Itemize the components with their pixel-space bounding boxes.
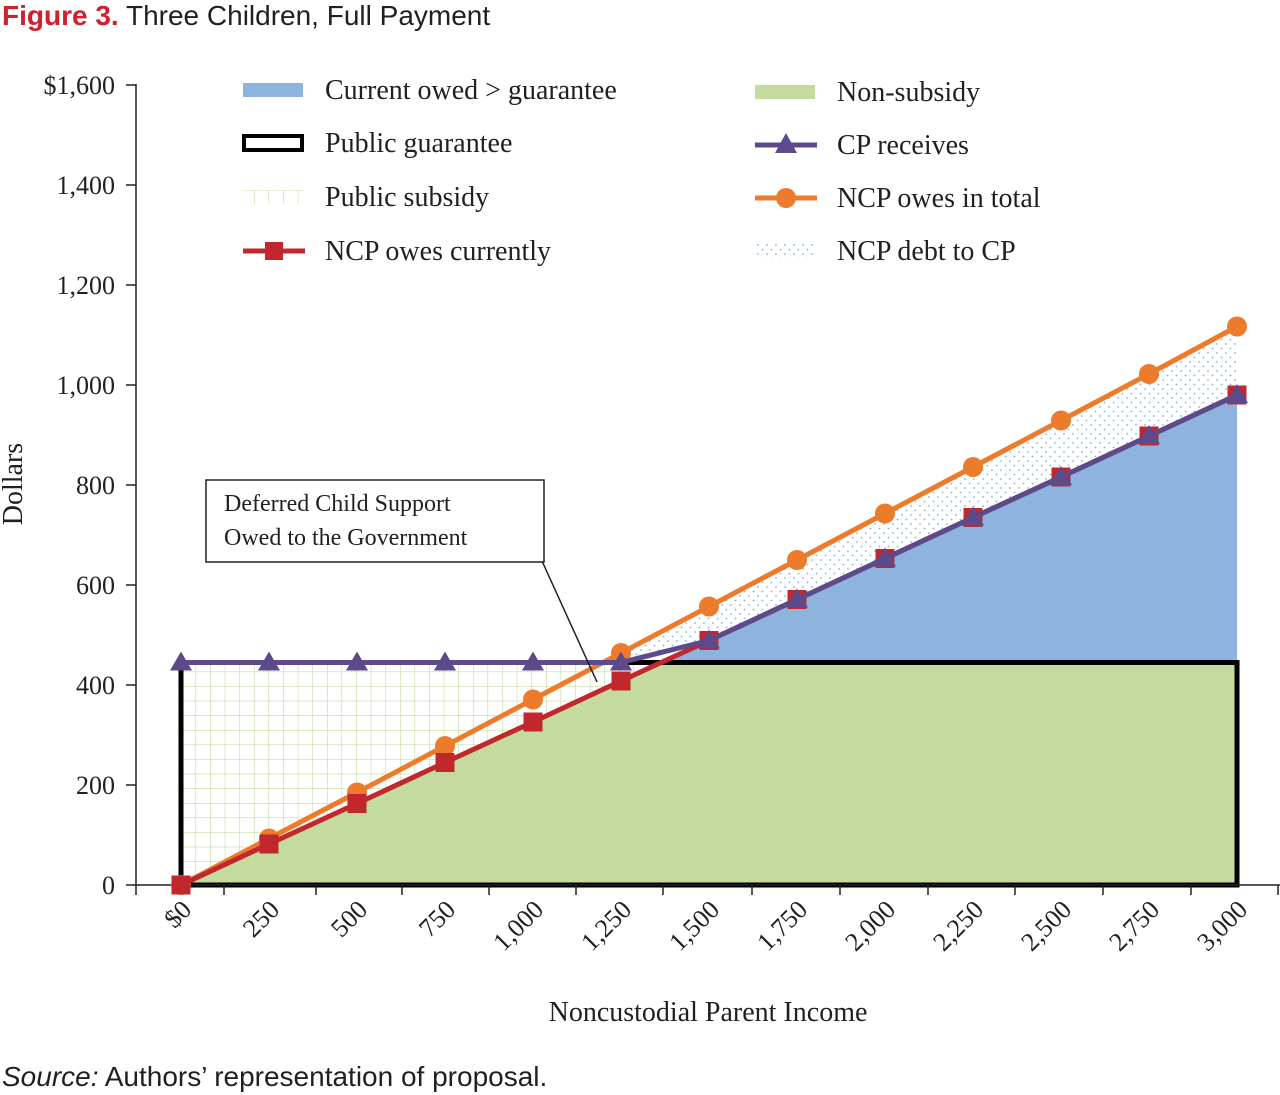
legend-swatch-grid <box>243 190 303 204</box>
cp-receives-point <box>786 588 808 608</box>
y-tick-label: 800 <box>76 471 115 500</box>
figure-label: Figure 3. <box>2 0 119 31</box>
legend-item: NCP owes in total <box>755 183 1041 214</box>
legend-label: Public guarantee <box>325 128 512 159</box>
ncp-owes-currently-point <box>435 753 455 772</box>
legend-label: NCP owes currently <box>325 236 551 267</box>
annotation: Deferred Child Support Owed to the Govern… <box>205 479 598 683</box>
ncp-owes-in-total-point <box>787 550 807 570</box>
ncp-owes-currently-point <box>347 794 367 813</box>
legend: Current owed > guarantee Non-subsidy Publi… <box>242 75 1041 267</box>
legend-label: Non-subsidy <box>837 77 980 108</box>
y-tick-label: $1,600 <box>44 71 116 100</box>
legend-label: CP receives <box>837 130 969 161</box>
legend-item: Non-subsidy <box>755 77 980 108</box>
x-tick-label: 3,000 <box>1191 895 1253 957</box>
legend-label: NCP owes in total <box>837 183 1041 214</box>
source-label: Source: <box>2 1061 99 1092</box>
legend-item: Public subsidy <box>243 182 489 213</box>
x-tick-label: 2,000 <box>839 895 901 957</box>
legend-swatch-outline <box>242 134 304 152</box>
legend-swatch-dots <box>755 244 815 258</box>
y-axis-title: Dollars <box>0 443 29 525</box>
y-tick-label: 1,200 <box>57 271 116 300</box>
cp-receives-point <box>874 547 896 567</box>
x-tick-label: 1,750 <box>751 895 813 957</box>
legend-item: NCP owes currently <box>243 236 551 267</box>
cp-receives-point <box>1138 425 1160 444</box>
x-axis-title: Noncustodial Parent Income <box>549 997 868 1028</box>
ncp-owes-in-total-point <box>1051 410 1071 431</box>
legend-swatch-green <box>755 85 815 99</box>
cp-receives-point <box>962 506 984 526</box>
ncp-owes-in-total-point <box>1227 316 1247 337</box>
chart: 0 200 400 600 800 1,000 1,200 1,400 $1,600 $0 250 5… <box>0 71 1280 1028</box>
legend-marker-circle <box>776 188 796 208</box>
x-tick-label: 750 <box>413 895 461 943</box>
x-tick-label: 250 <box>237 895 285 943</box>
x-tick-label: 2,250 <box>927 895 989 957</box>
annotation-box <box>205 479 545 563</box>
legend-label: Current owed > guarantee <box>325 75 617 106</box>
x-tick-label: 2,500 <box>1015 895 1077 957</box>
x-tick-label: 500 <box>325 895 373 943</box>
ncp-owes-in-total-point <box>699 596 719 617</box>
annotation-text-line2: Owed to the Government <box>224 525 468 551</box>
y-tick-label: 1,400 <box>57 171 116 200</box>
legend-marker-square <box>265 242 283 260</box>
legend-item: Public guarantee <box>242 128 512 159</box>
annotation-text-line1: Deferred Child Support <box>224 491 451 517</box>
ncp-owes-currently-point <box>611 671 631 691</box>
source-text: Authors’ representation of proposal. <box>104 1061 548 1092</box>
legend-marker-triangle <box>775 133 797 153</box>
legend-item: CP receives <box>755 130 969 161</box>
y-tick-label: 600 <box>76 571 115 600</box>
legend-item: NCP debt to CP <box>755 236 1016 267</box>
figure-title: Figure 3. Three Children, Full Payment <box>2 0 490 32</box>
annotation-leader-line <box>541 560 598 683</box>
source-note: Source: Authors’ representation of propo… <box>2 1060 547 1094</box>
ncp-owes-in-total-point <box>1139 364 1159 384</box>
cp-receives-point <box>1050 466 1072 485</box>
ncp-owes-currently-point <box>523 712 543 732</box>
series-layer <box>170 316 1248 895</box>
x-tick-label: 1,250 <box>575 895 637 957</box>
ncp-owes-currently-point <box>259 834 279 854</box>
cp-receives-point <box>522 651 544 671</box>
legend-label: NCP debt to CP <box>837 236 1016 267</box>
y-tick-label: 400 <box>76 671 115 700</box>
ncp-owes-in-total-point <box>435 736 455 756</box>
cp-receives-point <box>346 651 368 671</box>
ncp-owes-in-total-point <box>963 457 983 477</box>
non-subsidy-area <box>181 662 1237 885</box>
legend-item: Current owed > guarantee <box>243 75 617 106</box>
legend-swatch-blue <box>243 83 303 97</box>
x-tick-label: $0 <box>158 895 197 934</box>
y-tick-label: 1,000 <box>57 371 116 400</box>
x-tick-label: 1,000 <box>487 895 549 957</box>
legend-label: Public subsidy <box>325 182 489 213</box>
cp-receives-point <box>170 651 192 671</box>
figure-title-text: Three Children, Full Payment <box>125 0 491 31</box>
cp-receives-point <box>1226 384 1248 403</box>
x-tick-label: 1,500 <box>663 895 725 957</box>
cp-receives-point <box>258 651 280 671</box>
ncp-owes-in-total-point <box>523 689 543 710</box>
y-tick-label: 200 <box>76 771 115 800</box>
ncp-owes-in-total-point <box>875 503 895 524</box>
cp-receives-point <box>698 629 720 649</box>
ncp-owes-currently-point <box>171 875 191 895</box>
x-tick-label: 2,750 <box>1103 895 1165 957</box>
cp-receives-point <box>610 651 632 671</box>
cp-receives-point <box>434 651 456 671</box>
y-tick-label: 0 <box>102 871 115 900</box>
